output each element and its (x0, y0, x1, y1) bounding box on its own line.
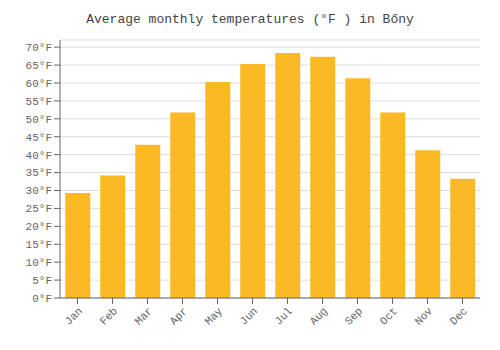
svg-text:Aug: Aug (308, 305, 330, 327)
svg-text:Dec: Dec (448, 305, 470, 327)
svg-text:60°F: 60°F (26, 78, 52, 90)
svg-text:55°F: 55°F (26, 96, 52, 108)
svg-text:0°F: 0°F (32, 293, 52, 305)
svg-text:Sep: Sep (343, 305, 365, 327)
svg-text:15°F: 15°F (26, 239, 52, 251)
svg-text:25°F: 25°F (26, 203, 52, 215)
svg-text:Mar: Mar (133, 305, 155, 327)
svg-text:Nov: Nov (413, 305, 436, 328)
svg-text:70°F: 70°F (26, 42, 52, 54)
html-text:Average monthly temperatures (: Average monthly temperatures (°F ) in Bő… (86, 12, 414, 27)
svg-text:Jan: Jan (63, 305, 85, 327)
svg-text:10°F: 10°F (26, 257, 52, 269)
svg-text:45°F: 45°F (26, 132, 52, 144)
svg-text:35°F: 35°F (26, 167, 52, 179)
svg-text:40°F: 40°F (26, 150, 52, 162)
svg-text:50°F: 50°F (26, 114, 52, 126)
svg-text:Jun: Jun (238, 305, 260, 327)
svg-text:Oct: Oct (378, 305, 400, 327)
svg-text:May: May (203, 305, 226, 328)
svg-text:20°F: 20°F (26, 221, 52, 233)
svg-text:Apr: Apr (168, 305, 190, 327)
svg-text:65°F: 65°F (26, 60, 52, 72)
svg-text:Feb: Feb (98, 305, 120, 327)
svg-text:Jul: Jul (273, 305, 295, 327)
svg-text:5°F: 5°F (32, 275, 52, 287)
svg-text:30°F: 30°F (26, 185, 52, 197)
